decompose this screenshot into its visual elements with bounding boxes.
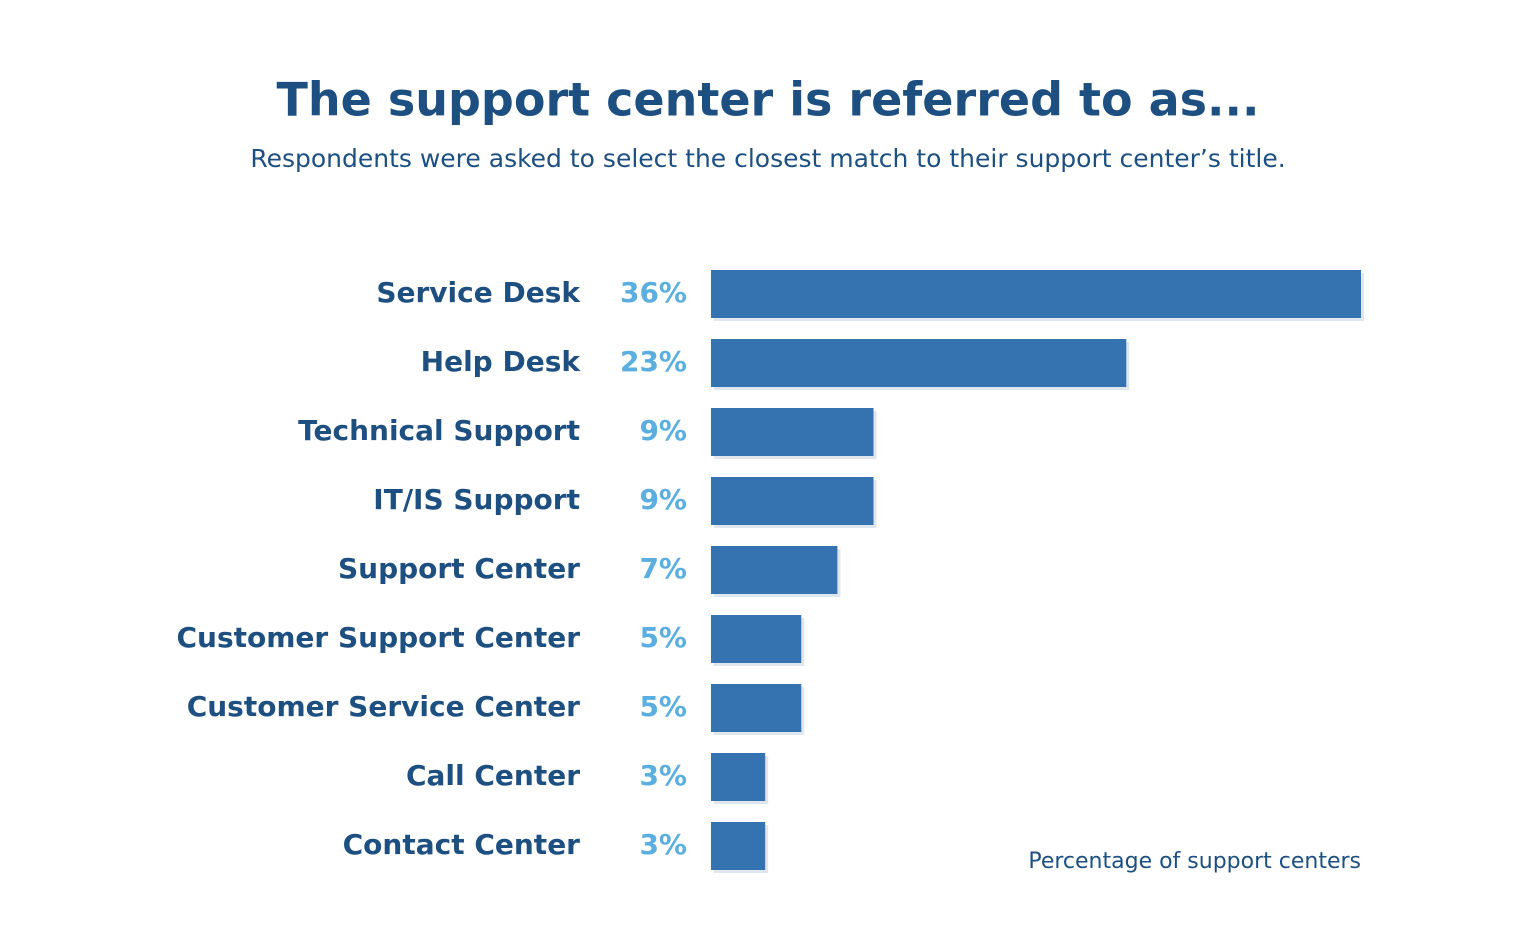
- bar: [711, 270, 1361, 318]
- category-label: IT/IS Support: [373, 483, 580, 516]
- bar: [711, 822, 766, 870]
- category-label: Contact Center: [343, 828, 581, 861]
- bar: [711, 684, 802, 732]
- value-label: 9%: [639, 414, 687, 447]
- value-label: 5%: [639, 690, 687, 723]
- bar: [711, 615, 802, 663]
- x-axis-label: Percentage of support centers: [1028, 849, 1361, 874]
- value-label: 3%: [639, 828, 687, 861]
- chart-subtitle: Respondents were asked to select the clo…: [250, 144, 1285, 173]
- category-label: Service Desk: [376, 276, 581, 309]
- value-label: 36%: [620, 276, 687, 309]
- category-label: Help Desk: [421, 345, 582, 378]
- value-label: 23%: [620, 345, 687, 378]
- bar: [711, 477, 874, 525]
- value-label: 3%: [639, 759, 687, 792]
- bar: [711, 546, 838, 594]
- value-label: 5%: [639, 621, 687, 654]
- category-label: Customer Service Center: [187, 690, 580, 723]
- bar: [711, 408, 874, 456]
- chart-title: The support center is referred to as...: [277, 73, 1260, 127]
- category-label: Technical Support: [298, 414, 580, 447]
- category-label: Support Center: [338, 552, 580, 585]
- bar: [711, 753, 766, 801]
- value-label: 9%: [639, 483, 687, 516]
- value-label: 7%: [639, 552, 687, 585]
- bar: [711, 339, 1127, 387]
- category-label: Customer Support Center: [176, 621, 580, 654]
- category-label: Call Center: [406, 759, 580, 792]
